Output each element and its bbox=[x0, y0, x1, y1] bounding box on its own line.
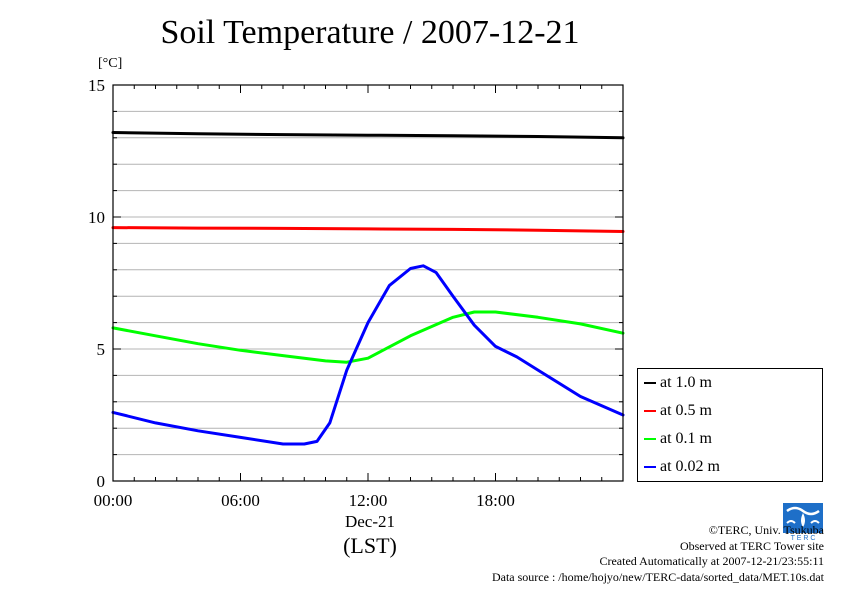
legend-item: at 0.5 m bbox=[644, 399, 712, 423]
legend-item: at 0.02 m bbox=[644, 455, 720, 479]
y-axis-unit-label: [°C] bbox=[98, 56, 123, 71]
y-tick-label: 15 bbox=[88, 76, 105, 95]
series-line-2 bbox=[111, 310, 625, 364]
legend-swatch bbox=[644, 466, 656, 468]
x-tick-label: 06:00 bbox=[221, 491, 260, 510]
x-tick-label: 12:00 bbox=[349, 491, 388, 510]
y-tick-label: 0 bbox=[97, 472, 106, 491]
legend-swatch bbox=[644, 382, 656, 384]
svg-text:T E R C: T E R C bbox=[791, 535, 816, 541]
observed-text: Observed at TERC Tower site bbox=[679, 538, 824, 553]
x-axis-date-label: Dec-21 bbox=[344, 512, 396, 531]
x-tick-label: 00:00 bbox=[94, 491, 133, 510]
series-line-0 bbox=[111, 131, 625, 140]
created-text: Created Automatically at 2007-12-21/23:5… bbox=[599, 554, 824, 568]
series-line-1 bbox=[111, 226, 625, 233]
credits-block: ©TERC, Univ. Tsukuba Observed at TERC To… bbox=[492, 523, 824, 585]
legend-item: at 0.1 m bbox=[644, 427, 712, 451]
legend-swatch bbox=[644, 438, 656, 440]
copyright-text: ©TERC, Univ. Tsukuba bbox=[708, 523, 824, 537]
series-line-3 bbox=[111, 264, 625, 446]
legend-label: at 0.02 m bbox=[660, 458, 720, 475]
plot-frame bbox=[112, 84, 624, 482]
legend-label: at 0.1 m bbox=[660, 430, 712, 447]
y-tick-label: 5 bbox=[97, 340, 106, 359]
legend-swatch bbox=[644, 410, 656, 412]
legend-item: at 1.0 m bbox=[644, 371, 712, 395]
legend-label: at 1.0 m bbox=[660, 374, 712, 391]
source-text: Data source : /home/hojyo/new/TERC-data/… bbox=[491, 569, 824, 584]
legend-label: at 0.5 m bbox=[660, 402, 712, 419]
terc-logo-icon: T E R C bbox=[783, 503, 823, 541]
x-axis-title: (LST) bbox=[343, 533, 397, 558]
y-tick-label: 10 bbox=[88, 208, 105, 227]
chart-title: Soil Temperature / 2007-12-21 bbox=[160, 14, 580, 51]
x-tick-label: 18:00 bbox=[476, 491, 515, 510]
legend: at 1.0 m at 0.5 m at 0.1 m at 0.02 m bbox=[637, 368, 823, 482]
